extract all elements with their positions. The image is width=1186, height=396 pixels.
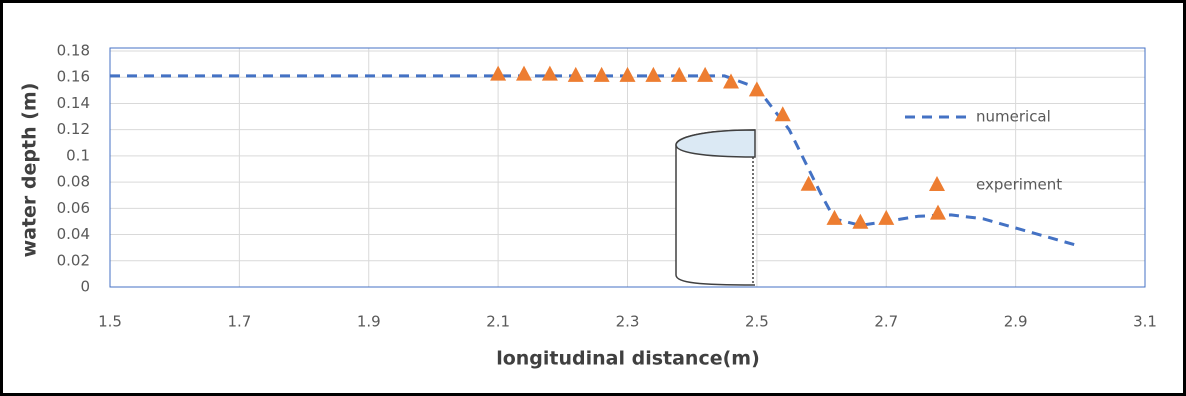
- experiment-point: [826, 209, 843, 225]
- y-tick-label: 0.08: [57, 173, 90, 191]
- y-tick-label: 0.04: [57, 225, 90, 243]
- experiment-point: [671, 66, 688, 82]
- x-tick-label: 1.5: [98, 313, 122, 331]
- cylinder-sketch: [675, 129, 756, 286]
- x-axis-title: longitudinal distance(m): [496, 348, 760, 370]
- y-tick-label: 0.16: [57, 68, 90, 86]
- x-tick-label: 2.1: [486, 313, 510, 331]
- experiment-point: [593, 66, 610, 82]
- y-tick-label: 0.12: [57, 120, 90, 138]
- y-tick-label: 0.14: [57, 94, 90, 112]
- experiment-point: [516, 65, 532, 81]
- experiment-point: [748, 81, 765, 97]
- experiment-point: [723, 73, 739, 89]
- experiment-point: [774, 106, 791, 122]
- experiment-point: [878, 209, 895, 225]
- x-tick-label: 3.1: [1133, 313, 1157, 331]
- grid: [109, 48, 1146, 288]
- x-tick-label: 2.5: [745, 313, 769, 331]
- x-tick-label: 2.9: [1004, 313, 1028, 331]
- experiment-point: [645, 66, 662, 82]
- y-tick-label: 0.18: [57, 42, 90, 60]
- legend-label: numerical: [976, 108, 1051, 126]
- legend-marker: [929, 176, 945, 191]
- experiment-point: [541, 65, 558, 81]
- cylinder-top: [675, 129, 756, 158]
- experiment-point: [930, 204, 946, 220]
- experiment-point: [697, 66, 714, 82]
- y-tick-label: 0.06: [57, 199, 90, 217]
- legend-label: experiment: [976, 176, 1062, 194]
- x-tick-label: 1.9: [357, 313, 381, 331]
- x-tick-label: 1.7: [227, 313, 251, 331]
- series: [110, 65, 1081, 248]
- x-tick-label: 2.3: [616, 313, 640, 331]
- y-axis-title: water depth (m): [19, 83, 41, 258]
- experiment-point: [852, 213, 869, 229]
- experiment-point: [619, 66, 636, 82]
- plot-border: [109, 47, 1146, 288]
- x-tick-label: 2.7: [874, 313, 898, 331]
- y-tick-label: 0.02: [57, 251, 90, 269]
- numerical-line: [110, 74, 1081, 248]
- experiment-point: [567, 66, 584, 82]
- experiment-point: [490, 65, 507, 81]
- y-tick-label: 0.1: [66, 146, 90, 164]
- experiment-point: [800, 175, 817, 191]
- y-tick-label: 0: [80, 278, 90, 296]
